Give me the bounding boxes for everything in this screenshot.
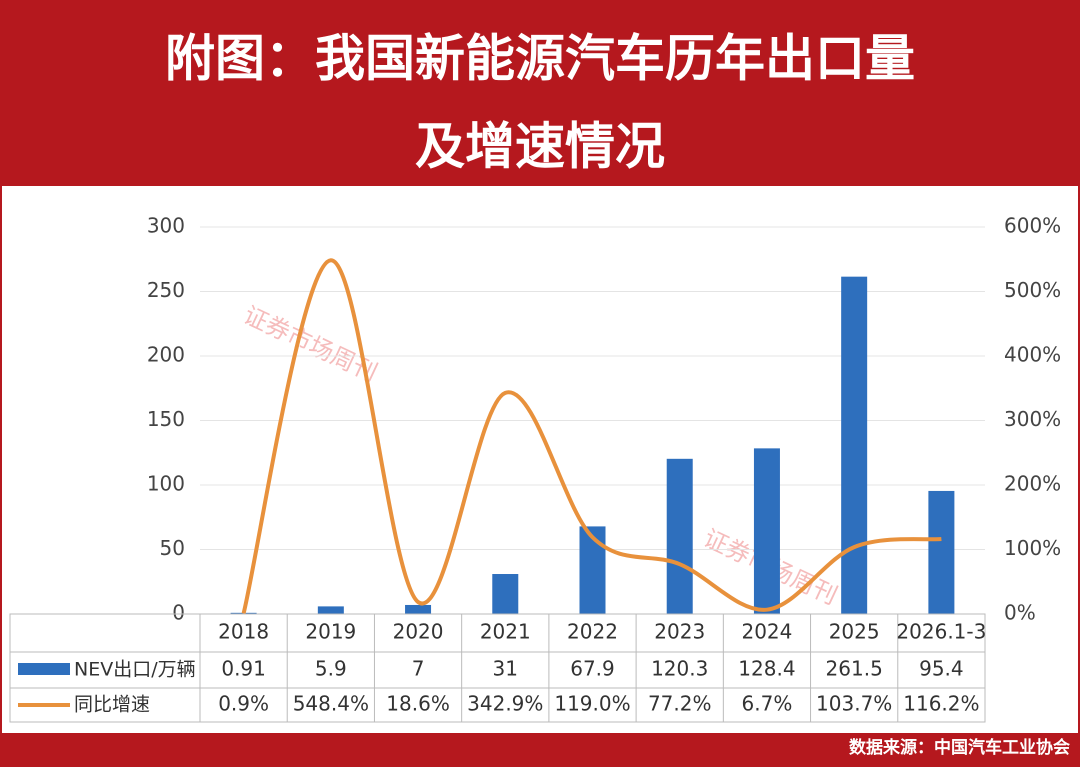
x-tick-label: 2021 (480, 620, 531, 644)
bar (753, 448, 780, 614)
bar (317, 606, 344, 614)
table-cell: 548.4% (293, 692, 369, 716)
table-cell: 103.7% (816, 692, 892, 716)
y2-tick-label: 100% (1004, 536, 1061, 560)
y2-tick-label: 300% (1004, 407, 1061, 431)
table-cell: 95.4 (919, 657, 964, 681)
x-tick-label: 2022 (567, 620, 618, 644)
y-tick-label: 100 (147, 472, 185, 496)
x-tick-label: 2026.1-3 (896, 620, 986, 644)
chart-title: 及增速情况 (415, 118, 665, 176)
y-tick-label: 300 (147, 214, 185, 238)
bar (928, 490, 955, 614)
y-tick-label: 150 (147, 407, 185, 431)
y2-tick-label: 200% (1004, 472, 1061, 496)
x-tick-label: 2019 (305, 620, 356, 644)
table-cell: 342.9% (467, 692, 543, 716)
table-cell: 261.5 (826, 657, 883, 681)
table-cell: 116.2% (903, 692, 979, 716)
table-cell: 0.9% (218, 692, 269, 716)
table-cell: 119.0% (554, 692, 630, 716)
bar (666, 458, 693, 614)
table-cell: 0.91 (221, 657, 266, 681)
y2-tick-label: 0% (1004, 601, 1036, 625)
y2-tick-label: 600% (1004, 214, 1061, 238)
x-tick-label: 2024 (741, 620, 792, 644)
bar (841, 276, 868, 614)
y-tick-label: 50 (160, 536, 185, 560)
legend-label: NEV出口/万辆 (74, 659, 196, 681)
table-cell: 128.4 (738, 657, 795, 681)
y2-tick-label: 500% (1004, 278, 1061, 302)
table-cell: 77.2% (648, 692, 712, 716)
x-tick-label: 2018 (218, 620, 269, 644)
table-cell: 120.3 (651, 657, 708, 681)
table-cell: 7 (412, 657, 425, 681)
x-tick-label: 2025 (829, 620, 880, 644)
y-tick-label: 200 (147, 343, 185, 367)
bar (579, 526, 606, 614)
table-cell: 6.7% (742, 692, 793, 716)
chart-panel (2, 186, 1078, 733)
table-cell: 5.9 (315, 657, 347, 681)
chart-title: 附图：我国新能源汽车历年出口量 (165, 30, 915, 88)
bar (405, 604, 432, 614)
bar (492, 574, 519, 614)
x-tick-label: 2023 (654, 620, 705, 644)
table-cell: 31 (493, 657, 518, 681)
y2-tick-label: 400% (1004, 343, 1061, 367)
line (241, 258, 942, 614)
y-tick-label: 250 (147, 278, 185, 302)
table-cell: 67.9 (570, 657, 615, 681)
y-tick-label: 0 (172, 601, 185, 625)
legend-swatch (18, 663, 70, 675)
x-tick-label: 2020 (393, 620, 444, 644)
legend-label: 同比增速 (74, 694, 150, 716)
source-note: 数据来源：中国汽车工业协会 (849, 737, 1070, 758)
table-cell: 18.6% (386, 692, 450, 716)
